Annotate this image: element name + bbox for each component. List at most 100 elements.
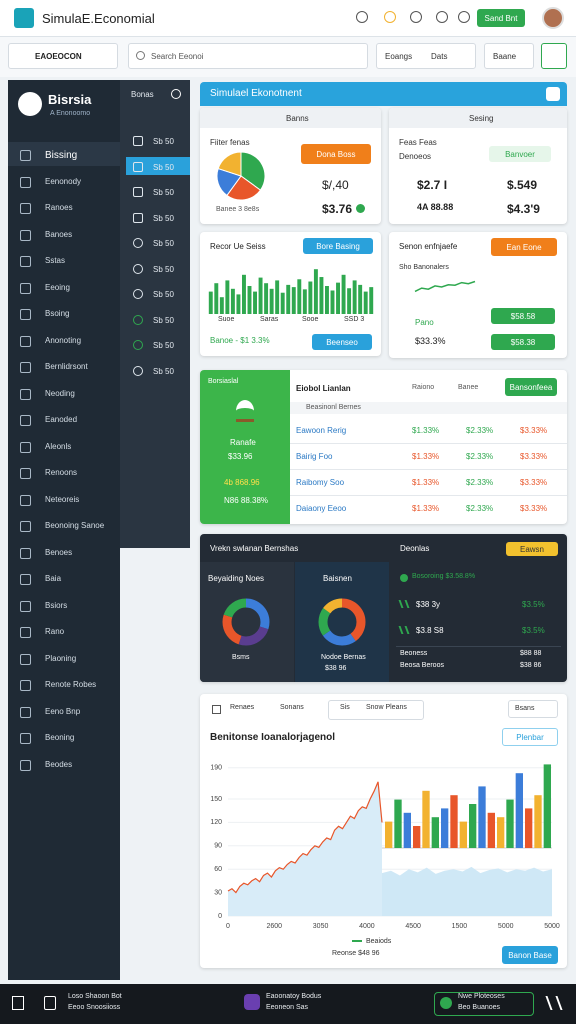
subnav-item[interactable]: Sb 50: [153, 264, 174, 274]
app-logo: [14, 8, 34, 28]
menu-item[interactable]: Rano: [45, 627, 65, 636]
filter-text[interactable]: Baane: [493, 52, 517, 61]
table-cell: $1.33%: [412, 504, 440, 513]
chart-tab[interactable]: Sonans: [280, 704, 304, 711]
subnav-item[interactable]: Sb 50: [153, 239, 174, 248]
row-divider: [290, 495, 567, 496]
bar: [291, 287, 296, 314]
column-header: Raiono: [412, 384, 435, 391]
menu-item[interactable]: Banoes: [45, 229, 73, 239]
card-label: Sho Banonalers: [399, 264, 449, 271]
tab-icon: [212, 705, 221, 714]
subnav-item[interactable]: Sb 50: [153, 315, 174, 325]
menu-item[interactable]: Ranoes: [45, 203, 73, 212]
x-tick-label: 2600: [266, 923, 282, 930]
card-button[interactable]: Dona Boss: [301, 144, 371, 164]
card-header: [200, 108, 381, 128]
subnav-item[interactable]: Sb 50: [153, 213, 174, 223]
refresh-button[interactable]: [541, 43, 567, 69]
subnav-icon: [133, 365, 143, 376]
subnav-item[interactable]: Sb 50: [153, 341, 174, 350]
chart-tab[interactable]: Sis: [340, 704, 350, 711]
bottom-title[interactable]: Eaoonatoy Bodus: [266, 993, 322, 1000]
chart-card: Renaes Sonans Sis Snow Pleans Bsans Benitonse…: [200, 694, 567, 968]
bottom-title[interactable]: Loso Shaoon Bot: [68, 993, 122, 1000]
menu-item[interactable]: Anonoting: [45, 335, 82, 345]
menu-item[interactable]: Bissing: [45, 150, 78, 161]
panel-divider: [396, 646, 561, 647]
menu-item[interactable]: Bsiors: [45, 600, 68, 610]
menu-item[interactable]: Bernlidrsont: [45, 362, 88, 371]
table-cell: $1.33%: [412, 478, 440, 487]
subnav-item[interactable]: Sb 50: [153, 137, 174, 146]
header-button[interactable]: Sand Bnt: [477, 9, 525, 27]
donut-label: Beyaiding Noes: [208, 574, 265, 583]
subnav-icon: [133, 263, 143, 274]
donut-foot: $38 96: [325, 665, 347, 672]
chart-tab[interactable]: Snow Pleans: [366, 704, 407, 711]
menu-item[interactable]: Eeno Bnp: [45, 706, 81, 716]
menu-item[interactable]: Bsoing: [45, 309, 70, 318]
bar: [275, 280, 280, 314]
bottom-title[interactable]: Nwe Ploteoses: [458, 993, 505, 1000]
menu-icon: [20, 309, 31, 320]
menu-item[interactable]: Aleonls: [45, 441, 72, 451]
tab-group: Eoangs Dats: [376, 43, 476, 69]
menu-item[interactable]: Beoning: [45, 733, 75, 742]
subnav-item[interactable]: Sb 50: [153, 162, 174, 172]
chart-button[interactable]: Banon Base: [502, 946, 558, 964]
y-tick-label: 0: [218, 913, 222, 920]
menu-item[interactable]: Renoons: [45, 468, 78, 477]
menu-item[interactable]: Neteoreis: [45, 494, 80, 504]
select-text[interactable]: Bsans: [515, 705, 535, 712]
subnav-item[interactable]: Sb 50: [153, 188, 174, 197]
bottom-bar: Loso Shaoon Bot Eeoo Snoosiioss Eaoonatoy …: [0, 984, 576, 1024]
menu-item[interactable]: Beonoing Sanoe: [45, 521, 105, 530]
x-tick-label: 5000: [544, 923, 560, 930]
menu-item[interactable]: Renote Robes: [45, 680, 97, 689]
menu-item[interactable]: Eenonody: [45, 176, 82, 186]
card-title: Vrekn swlanan Bernshas: [210, 544, 299, 553]
panel-button[interactable]: Eawsn: [506, 542, 558, 556]
panel-foot: Beoness: [400, 650, 428, 657]
card-button[interactable]: Beenseo: [312, 334, 372, 350]
table-button[interactable]: Bansonfeea: [505, 378, 557, 396]
subnav-icon: [133, 314, 143, 325]
menu-item[interactable]: Neoding: [45, 388, 75, 398]
subnav-icon: [133, 340, 143, 350]
subnav-item[interactable]: Sb 50: [153, 290, 174, 299]
bottom-sub[interactable]: Eeoneon Sas: [266, 1004, 309, 1011]
toolbar-tab[interactable]: Eoangs: [385, 52, 413, 61]
search-placeholder[interactable]: Search Eeonoi: [151, 52, 204, 61]
menu-item[interactable]: Beodes: [45, 759, 73, 769]
table-cell: $1.33%: [412, 426, 440, 435]
menu-item[interactable]: Eeoing: [45, 282, 70, 292]
menu-item[interactable]: Sstas: [45, 256, 66, 265]
select-text[interactable]: EAOEOCON: [35, 52, 82, 61]
chart-tab[interactable]: Renaes: [230, 704, 255, 711]
menu-item[interactable]: Benoes: [45, 547, 73, 557]
menu-item[interactable]: Baia: [45, 574, 62, 583]
card-button[interactable]: Bore Basing: [303, 238, 373, 254]
bottom-sub[interactable]: Beo Buanoes: [458, 1004, 501, 1011]
menu-icon: [20, 706, 31, 718]
table-cell: $3.33%: [520, 426, 548, 435]
subnav-item[interactable]: Sb 50: [153, 366, 174, 376]
bar: [403, 812, 411, 848]
menu-item[interactable]: Plaoning: [45, 653, 77, 663]
value-button[interactable]: $58.58: [491, 308, 555, 324]
card-button[interactable]: Ean Eone: [491, 238, 557, 256]
card-button[interactable]: Banvoer: [489, 146, 551, 162]
bar: [413, 826, 421, 848]
panel-foot-value: $88 88: [520, 650, 542, 657]
y-tick-label: 120: [210, 819, 222, 826]
value-button[interactable]: $58.38: [491, 334, 555, 350]
menu-icon: [20, 256, 31, 267]
menu-item[interactable]: Eanoded: [45, 415, 78, 424]
y-tick-label: 60: [214, 866, 222, 873]
toolbar-tab[interactable]: Dats: [431, 52, 448, 61]
app-title: SimulaE.Economial: [42, 11, 155, 26]
bottom-sub[interactable]: Eeoo Snoosiioss: [68, 1004, 121, 1011]
chart-button[interactable]: Plenbar: [502, 728, 558, 746]
subnav-icon: [133, 238, 143, 248]
